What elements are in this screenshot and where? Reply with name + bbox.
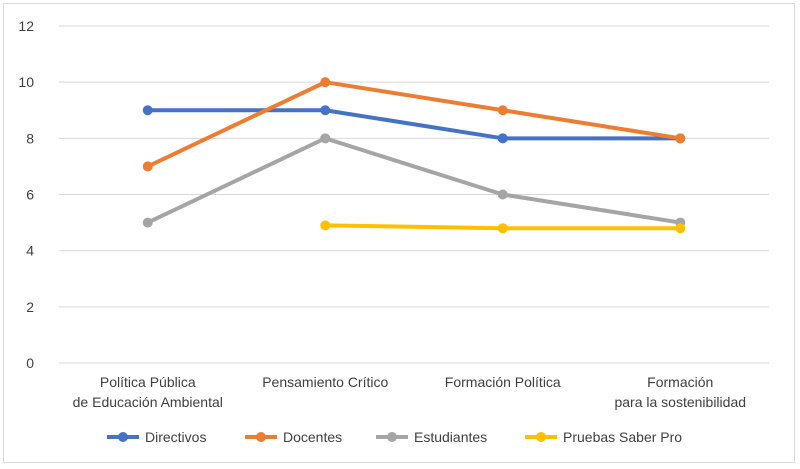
x-tick-label-line: de Educación Ambiental (73, 394, 223, 410)
series-pruebas-saber-pro (320, 220, 686, 234)
x-tick-label-line: Formación Política (445, 374, 561, 390)
data-point (142, 217, 153, 228)
line-chart: 0 2 4 6 8 10 12 Política Pública de Educación A… (18, 18, 769, 445)
series-docentes (142, 77, 686, 172)
y-tick-label: 8 (26, 130, 34, 146)
legend-swatch-marker (118, 432, 128, 442)
gridlines (59, 25, 769, 364)
data-point (497, 189, 508, 200)
legend-swatch-marker (536, 432, 546, 442)
y-tick-label: 4 (26, 243, 34, 259)
legend-swatch-marker (256, 432, 266, 442)
data-point (675, 223, 686, 234)
y-tick-label: 10 (18, 74, 34, 90)
series-estudiantes (142, 133, 686, 228)
x-tick-label: Formación Política (445, 374, 561, 390)
legend-item: Directivos (107, 429, 206, 445)
y-tick-label: 6 (26, 187, 34, 203)
data-point (320, 105, 331, 116)
legend: Directivos Docentes Estudiantes Pruebas Sab… (107, 429, 682, 445)
y-tick-label: 2 (26, 299, 34, 315)
x-tick-label-line: Pensamiento Crítico (262, 374, 388, 390)
data-point (675, 133, 686, 144)
data-point (320, 133, 331, 144)
data-point (320, 220, 331, 231)
series-line (145, 108, 683, 141)
legend-label: Directivos (145, 429, 206, 445)
y-tick-label: 0 (26, 355, 34, 371)
series-line (145, 136, 683, 225)
series-line (145, 80, 683, 169)
data-point (497, 223, 508, 234)
legend-label: Estudiantes (414, 429, 487, 445)
y-axis-ticks: 0 2 4 6 8 10 12 (18, 18, 34, 371)
data-point (497, 105, 508, 116)
x-tick-label-line: Formación (647, 374, 713, 390)
legend-item: Estudiantes (376, 429, 487, 445)
x-tick-label-line: para la sostenibilidad (614, 394, 746, 410)
x-tick-label: Política Pública de Educación Ambiental (73, 374, 223, 410)
legend-label: Pruebas Saber Pro (563, 429, 682, 445)
y-tick-label: 12 (18, 18, 34, 34)
x-tick-label: Formación para la sostenibilidad (614, 374, 746, 410)
data-point (142, 105, 153, 116)
data-point (497, 133, 508, 144)
legend-item: Pruebas Saber Pro (525, 429, 682, 445)
x-axis-ticks: Política Pública de Educación Ambiental Pe… (73, 374, 746, 410)
data-point (142, 161, 153, 172)
x-tick-label-line: Política Pública (100, 374, 196, 390)
legend-swatch-marker (387, 432, 397, 442)
data-point (320, 77, 331, 88)
chart-frame: 0 2 4 6 8 10 12 Política Pública de Educación A… (3, 3, 795, 463)
legend-item: Docentes (245, 429, 342, 445)
x-tick-label: Pensamiento Crítico (262, 374, 388, 390)
legend-label: Docentes (283, 429, 342, 445)
series-group (142, 77, 686, 234)
